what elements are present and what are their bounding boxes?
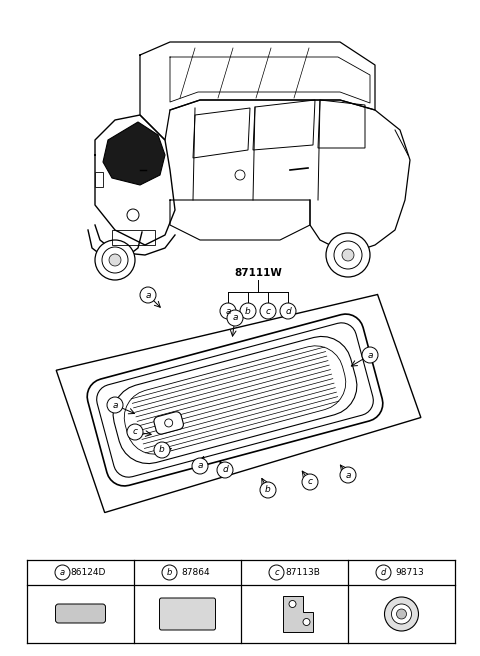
Circle shape — [362, 347, 378, 363]
Circle shape — [260, 482, 276, 498]
Circle shape — [220, 303, 236, 319]
Text: a: a — [112, 401, 118, 409]
Polygon shape — [124, 346, 346, 454]
Text: c: c — [274, 568, 279, 577]
Text: a: a — [367, 350, 373, 359]
Text: 87113B: 87113B — [285, 568, 320, 577]
Polygon shape — [56, 295, 421, 512]
Circle shape — [342, 249, 354, 261]
Circle shape — [162, 565, 177, 580]
Circle shape — [280, 303, 296, 319]
Text: b: b — [245, 306, 251, 316]
Circle shape — [289, 600, 296, 607]
Circle shape — [127, 424, 143, 440]
Circle shape — [102, 247, 128, 273]
Text: 87111W: 87111W — [234, 268, 282, 278]
Circle shape — [392, 604, 411, 624]
Circle shape — [376, 565, 391, 580]
Polygon shape — [87, 314, 383, 486]
Circle shape — [260, 303, 276, 319]
Text: d: d — [381, 568, 386, 577]
Text: b: b — [265, 485, 271, 495]
Text: 86124D: 86124D — [71, 568, 106, 577]
Circle shape — [109, 254, 121, 266]
Bar — [95, 172, 103, 187]
Text: a: a — [145, 291, 151, 300]
Text: c: c — [308, 478, 312, 487]
Text: a: a — [345, 470, 351, 480]
Circle shape — [192, 458, 208, 474]
Circle shape — [384, 597, 419, 631]
FancyBboxPatch shape — [159, 598, 216, 630]
Circle shape — [165, 419, 173, 427]
Circle shape — [240, 303, 256, 319]
Circle shape — [269, 565, 284, 580]
Circle shape — [340, 467, 356, 483]
Text: d: d — [285, 306, 291, 316]
Text: a: a — [197, 462, 203, 470]
Polygon shape — [96, 323, 373, 477]
Circle shape — [326, 233, 370, 277]
Circle shape — [154, 442, 170, 458]
Polygon shape — [154, 412, 183, 434]
Text: c: c — [132, 428, 137, 436]
Circle shape — [95, 240, 135, 280]
Circle shape — [334, 241, 362, 269]
Circle shape — [217, 462, 233, 478]
FancyBboxPatch shape — [56, 604, 106, 623]
Circle shape — [140, 287, 156, 303]
Circle shape — [396, 609, 407, 619]
Circle shape — [227, 310, 243, 326]
Circle shape — [303, 619, 310, 626]
Polygon shape — [283, 596, 312, 632]
Text: 87864: 87864 — [181, 568, 210, 577]
Text: b: b — [159, 445, 165, 455]
Text: 98713: 98713 — [395, 568, 424, 577]
Circle shape — [55, 565, 70, 580]
Circle shape — [107, 397, 123, 413]
Text: d: d — [222, 466, 228, 474]
Text: c: c — [265, 306, 271, 316]
Circle shape — [302, 474, 318, 490]
Text: a: a — [60, 568, 65, 577]
Text: b: b — [167, 568, 172, 577]
Circle shape — [127, 209, 139, 221]
Circle shape — [235, 170, 245, 180]
Polygon shape — [103, 122, 165, 185]
Text: a: a — [225, 306, 231, 316]
Text: a: a — [232, 314, 238, 323]
Polygon shape — [113, 337, 357, 464]
